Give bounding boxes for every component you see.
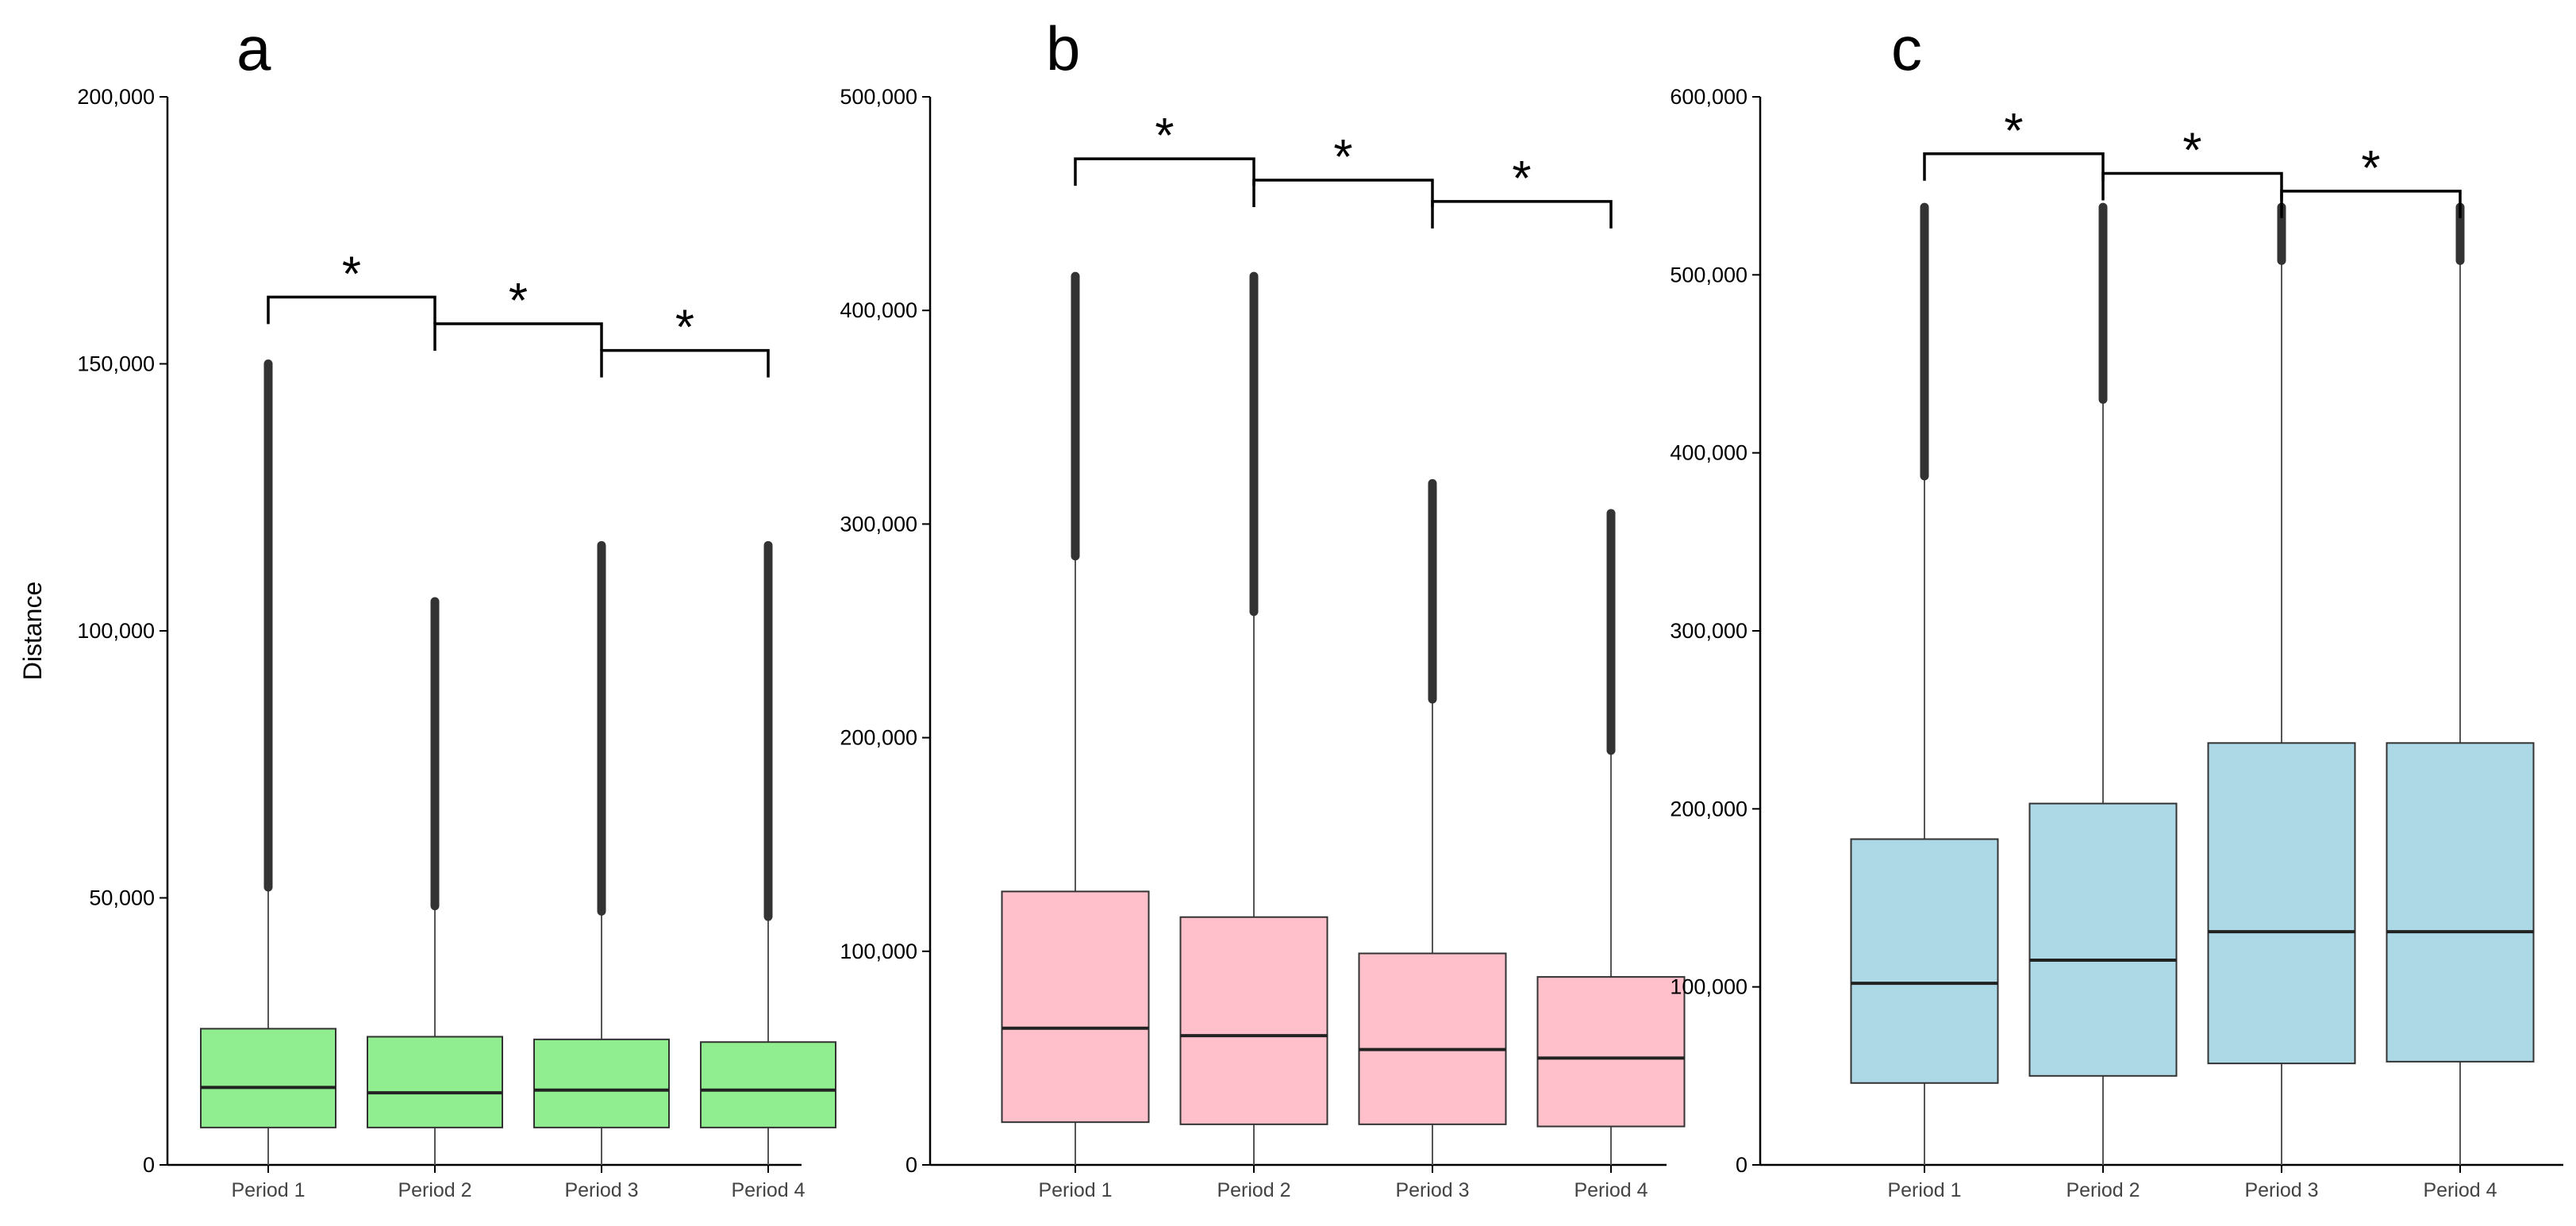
- y-tick-label: 200,000: [840, 726, 917, 750]
- significance-star: *: [1155, 109, 1174, 163]
- y-tick-label: 0: [905, 1153, 917, 1177]
- y-tick-label: 300,000: [1670, 619, 1747, 643]
- x-tick-label: Period 2: [398, 1179, 471, 1201]
- box-1: [1850, 202, 1999, 1165]
- y-tick-label: 100,000: [77, 619, 155, 643]
- significance-bracket-2: *: [433, 274, 603, 352]
- significance-bracket-3: *: [600, 301, 770, 378]
- significance-bracket-1: *: [1074, 109, 1255, 186]
- iqr-box: [2207, 742, 2356, 1065]
- bracket-line: [1431, 200, 1613, 229]
- y-tick-label: 0: [143, 1153, 155, 1177]
- bracket-line: [1074, 157, 1255, 186]
- significance-star: *: [1512, 152, 1531, 206]
- box-1: [200, 359, 336, 1165]
- x-tick-label: Period 3: [2244, 1179, 2318, 1201]
- iqr-box: [533, 1038, 670, 1128]
- bracket-line: [2280, 190, 2462, 218]
- iqr-box: [1850, 838, 1999, 1084]
- iqr-box: [1358, 952, 1507, 1125]
- y-tick-label: 400,000: [1670, 441, 1747, 465]
- significance-bracket-1: *: [267, 247, 436, 325]
- box-4: [2386, 202, 2535, 1165]
- panel-letter: a: [236, 13, 271, 83]
- y-tick-label: 100,000: [1670, 975, 1747, 999]
- x-tick-label: Period 1: [231, 1179, 305, 1201]
- box-4: [700, 540, 836, 1165]
- box-4: [1536, 509, 1686, 1165]
- panel-a: a 0 50,000 100,000 150,000 200,000 Distance Per…: [18, 13, 836, 1201]
- significance-bracket-1: *: [1923, 104, 2105, 181]
- significance-star: *: [675, 301, 694, 356]
- y-tick-label: 200,000: [1670, 797, 1747, 821]
- box-3: [1358, 478, 1507, 1165]
- significance-bracket-2: *: [1252, 130, 1434, 207]
- box-3: [533, 540, 670, 1165]
- x-tick-label: Period 4: [1574, 1179, 1647, 1201]
- y-tick-label: 50,000: [89, 886, 155, 910]
- panel-b: b 0 100,000 200,000 300,000 400,000 500,000 Per…: [840, 13, 1686, 1201]
- y-tick-label: 500,000: [1670, 263, 1747, 286]
- y-tick-label: 600,000: [1670, 85, 1747, 109]
- bracket-line: [1252, 179, 1434, 207]
- box-2: [2028, 202, 2178, 1165]
- significance-star: *: [1333, 130, 1352, 185]
- y-axis-label: Distance: [18, 582, 47, 681]
- iqr-box: [1536, 976, 1686, 1128]
- iqr-box: [1001, 890, 1150, 1124]
- iqr-box: [2386, 742, 2535, 1063]
- box-2: [1179, 271, 1328, 1165]
- iqr-box: [367, 1036, 503, 1128]
- x-tick-label: Period 2: [2066, 1179, 2140, 1201]
- bracket-line: [433, 322, 603, 352]
- y-tick-label: 400,000: [840, 298, 917, 322]
- significance-star: *: [509, 274, 528, 329]
- significance-bracket-2: *: [2101, 123, 2283, 201]
- x-tick-label: Period 1: [1887, 1179, 1961, 1201]
- iqr-box: [200, 1028, 336, 1128]
- significance-star: *: [2361, 141, 2380, 196]
- iqr-box: [1179, 916, 1328, 1125]
- x-tick-label: Period 4: [2423, 1179, 2497, 1201]
- significance-star: *: [342, 247, 361, 302]
- significance-bracket-3: *: [1431, 152, 1613, 229]
- significance-star: *: [2182, 123, 2201, 178]
- bracket-line: [2101, 171, 2283, 201]
- iqr-box: [700, 1041, 836, 1128]
- y-tick-label: 100,000: [840, 940, 917, 963]
- panel-c: c 0 100,000 200,000 300,000 400,000 500,000 600…: [1670, 13, 2563, 1201]
- box-2: [367, 597, 503, 1165]
- panel-letter: c: [1891, 13, 1922, 83]
- x-tick-label: Period 3: [564, 1179, 638, 1201]
- significance-bracket-3: *: [2280, 141, 2462, 218]
- box-3: [2207, 202, 2356, 1165]
- bracket-line: [600, 348, 770, 378]
- box-1: [1001, 271, 1150, 1165]
- y-tick-label: 200,000: [77, 85, 155, 109]
- x-tick-label: Period 1: [1038, 1179, 1112, 1201]
- y-tick-label: 300,000: [840, 512, 917, 536]
- panel-letter: b: [1046, 13, 1080, 83]
- x-tick-label: Period 2: [1217, 1179, 1290, 1201]
- y-tick-label: 0: [1736, 1153, 1747, 1177]
- x-tick-label: Period 3: [1395, 1179, 1469, 1201]
- significance-star: *: [2004, 104, 2023, 159]
- bracket-line: [1923, 152, 2105, 181]
- y-tick-label: 500,000: [840, 85, 917, 109]
- iqr-box: [2028, 802, 2178, 1077]
- y-tick-label: 150,000: [77, 352, 155, 376]
- bracket-line: [267, 295, 436, 325]
- x-tick-label: Period 4: [731, 1179, 805, 1201]
